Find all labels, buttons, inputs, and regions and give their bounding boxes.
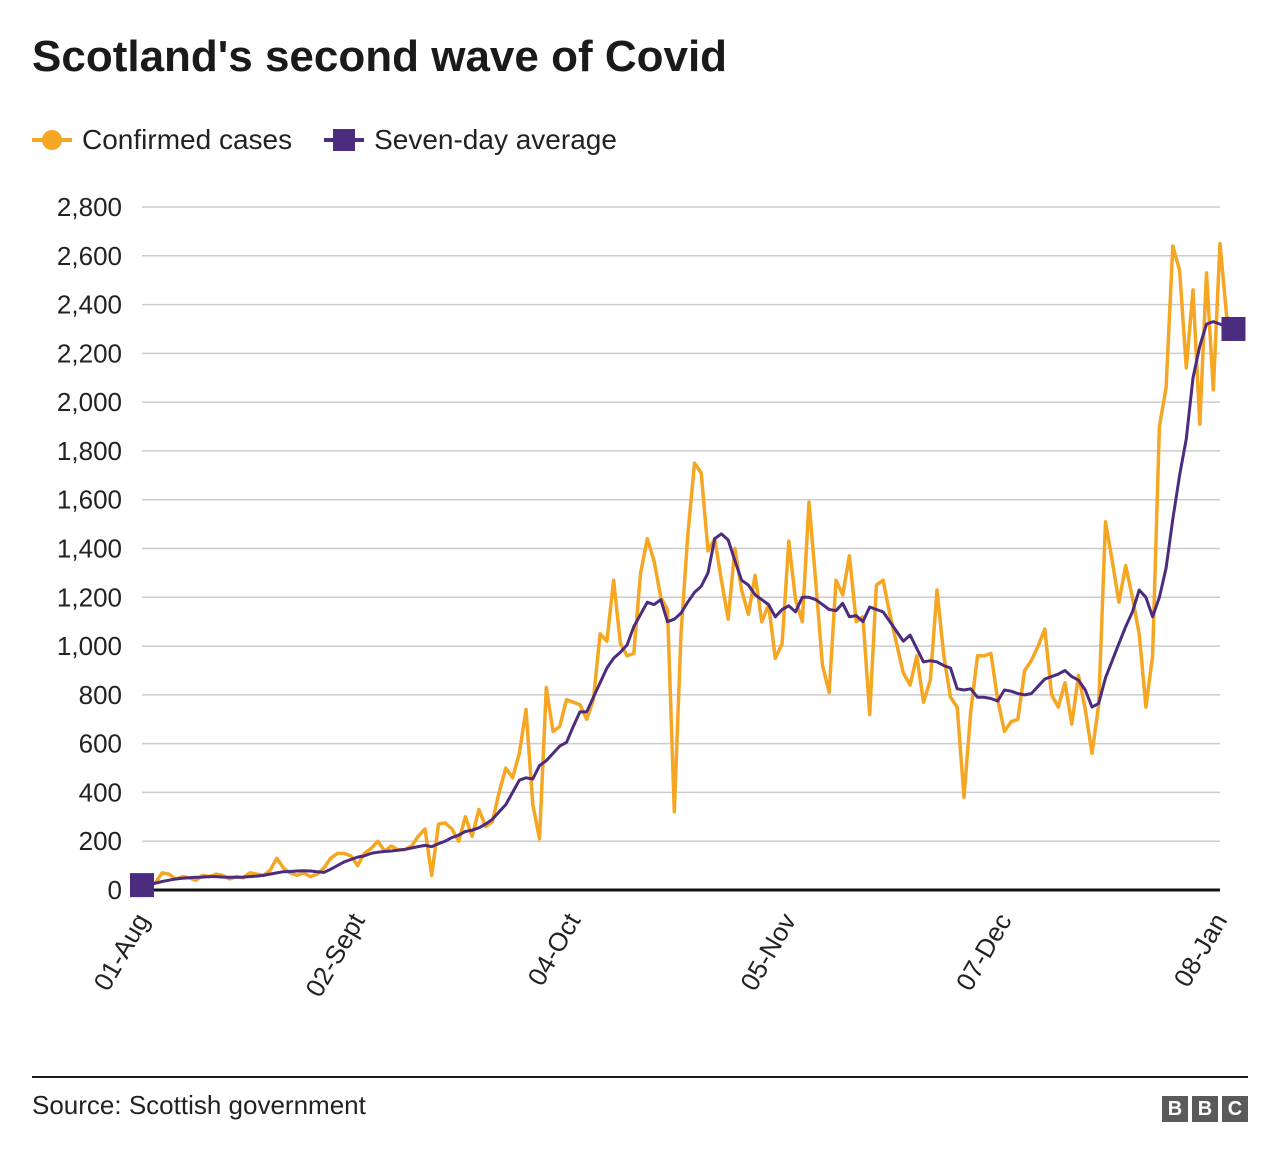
legend-swatch-seven-day-average <box>324 129 365 151</box>
y-tick-label: 600 <box>79 729 122 759</box>
seven-day-average-marker <box>130 873 154 898</box>
y-tick-label: 1,600 <box>57 485 122 515</box>
legend-item-confirmed-cases: Confirmed cases <box>32 124 292 156</box>
y-tick-label: 2,600 <box>57 241 122 271</box>
series-line-seven-day-average <box>141 320 1235 887</box>
y-tick-label: 2,400 <box>57 290 122 320</box>
seven-day-average-marker <box>1221 316 1246 341</box>
x-axis-tick-labels: 01-Aug 02-Sept 04-Oct 05-Nov 07-Dec 08-Jan <box>87 907 1233 1002</box>
footer-rule <box>32 1076 1248 1078</box>
y-axis-tick-labels: 0 200 400 600 800 1,000 1,200 1,400 1,600 1,800 2,… <box>57 192 122 905</box>
bbc-logo-letter: B <box>1192 1096 1218 1122</box>
bbc-logo-letter: C <box>1222 1096 1248 1122</box>
series-line-confirmed-cases <box>141 241 1235 889</box>
legend: Confirmed cases Seven-day average <box>32 120 649 160</box>
y-tick-label: 200 <box>79 826 122 856</box>
y-tick-label: 0 <box>108 875 122 905</box>
y-tick-label: 2,000 <box>57 387 122 417</box>
x-tick-label: 08-Jan <box>1167 908 1233 992</box>
x-tick-label: 07-Dec <box>950 908 1018 996</box>
y-tick-label: 1,800 <box>57 436 122 466</box>
y-tick-label: 2,800 <box>57 192 122 222</box>
y-tick-label: 2,200 <box>57 338 122 368</box>
source-note: Source: Scottish government <box>32 1090 366 1120</box>
legend-swatch-confirmed-cases <box>32 130 72 150</box>
chart-title: Scotland's second wave of Covid <box>32 32 728 81</box>
x-tick-label: 04-Oct <box>521 907 586 990</box>
bbc-logo: B B C <box>1158 1096 1248 1122</box>
legend-label-seven-day-average: Seven-day average <box>374 124 617 155</box>
series-end-markers <box>130 316 1246 898</box>
x-tick-label: 02-Sept <box>299 907 371 1002</box>
x-tick-label: 05-Nov <box>734 908 802 996</box>
legend-label-confirmed-cases: Confirmed cases <box>82 124 293 155</box>
y-tick-label: 1,400 <box>57 534 122 564</box>
y-tick-label: 1,200 <box>57 582 122 612</box>
y-tick-label: 800 <box>79 680 122 710</box>
bbc-logo-letter: B <box>1162 1096 1188 1122</box>
legend-item-seven-day-average: Seven-day average <box>324 124 617 156</box>
line-chart: 0 200 400 600 800 1,000 1,200 1,400 1,600 1,800 2,… <box>57 192 1246 1002</box>
series-lines <box>141 241 1235 889</box>
x-tick-label: 01-Aug <box>87 908 155 996</box>
gridlines <box>142 206 1220 842</box>
y-tick-label: 1,000 <box>57 631 122 661</box>
y-tick-label: 400 <box>79 777 122 807</box>
